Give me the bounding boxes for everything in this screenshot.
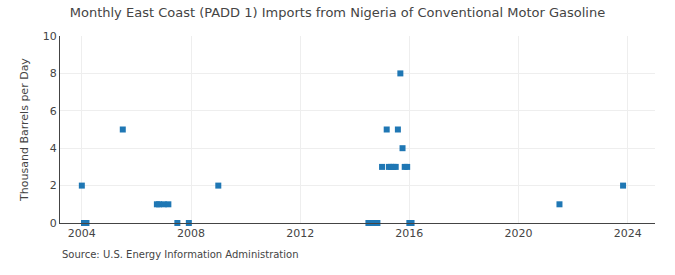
svg-text:2016: 2016 xyxy=(395,227,423,240)
svg-text:8: 8 xyxy=(50,67,57,80)
svg-text:2008: 2008 xyxy=(177,227,205,240)
svg-text:10: 10 xyxy=(43,30,57,43)
svg-text:Thousand Barrels per Day: Thousand Barrels per Day xyxy=(18,58,31,202)
svg-text:Monthly East Coast (PADD 1) Im: Monthly East Coast (PADD 1) Imports from… xyxy=(70,5,605,20)
svg-text:0: 0 xyxy=(50,217,57,230)
svg-text:2012: 2012 xyxy=(286,227,314,240)
svg-text:2024: 2024 xyxy=(614,227,642,240)
svg-text:2020: 2020 xyxy=(505,227,533,240)
svg-text:4: 4 xyxy=(50,142,57,155)
svg-text:Source: U.S. Energy Informatio: Source: U.S. Energy Information Administ… xyxy=(62,249,299,260)
svg-text:2: 2 xyxy=(50,179,57,192)
svg-text:6: 6 xyxy=(50,105,57,118)
svg-text:2004: 2004 xyxy=(68,227,96,240)
